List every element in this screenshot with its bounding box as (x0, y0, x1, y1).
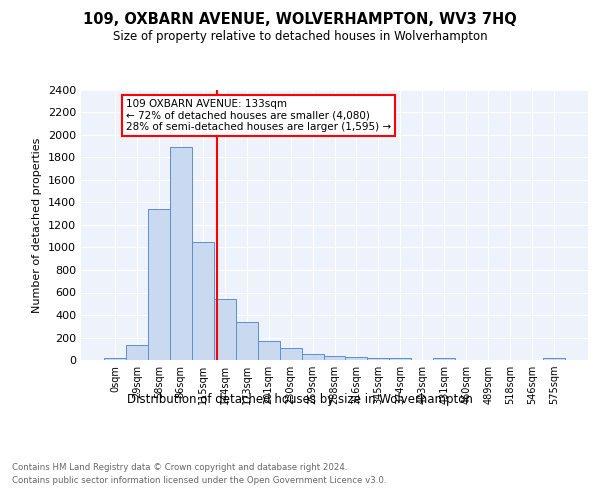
Text: Size of property relative to detached houses in Wolverhampton: Size of property relative to detached ho… (113, 30, 487, 43)
Bar (257, 342, 280, 360)
Bar (346, 356, 367, 360)
Bar (170, 148, 192, 360)
Bar (236, 322, 257, 360)
Bar (192, 242, 214, 360)
Bar (302, 354, 323, 360)
Bar (214, 299, 236, 360)
Text: 109, OXBARN AVENUE, WOLVERHAMPTON, WV3 7HQ: 109, OXBARN AVENUE, WOLVERHAMPTON, WV3 7… (83, 12, 517, 28)
Bar (148, 209, 170, 360)
Bar (433, 358, 455, 360)
Bar (389, 358, 412, 360)
Bar (323, 356, 346, 360)
Bar (367, 358, 389, 360)
Text: 109 OXBARN AVENUE: 133sqm
← 72% of detached houses are smaller (4,080)
28% of se: 109 OXBARN AVENUE: 133sqm ← 72% of detac… (126, 99, 391, 132)
Bar (104, 358, 126, 360)
Text: Contains HM Land Registry data © Crown copyright and database right 2024.: Contains HM Land Registry data © Crown c… (12, 462, 347, 471)
Y-axis label: Number of detached properties: Number of detached properties (32, 138, 43, 312)
Bar (543, 358, 565, 360)
Text: Distribution of detached houses by size in Wolverhampton: Distribution of detached houses by size … (127, 392, 473, 406)
Bar (126, 346, 148, 360)
Text: Contains public sector information licensed under the Open Government Licence v3: Contains public sector information licen… (12, 476, 386, 485)
Bar (280, 348, 302, 360)
